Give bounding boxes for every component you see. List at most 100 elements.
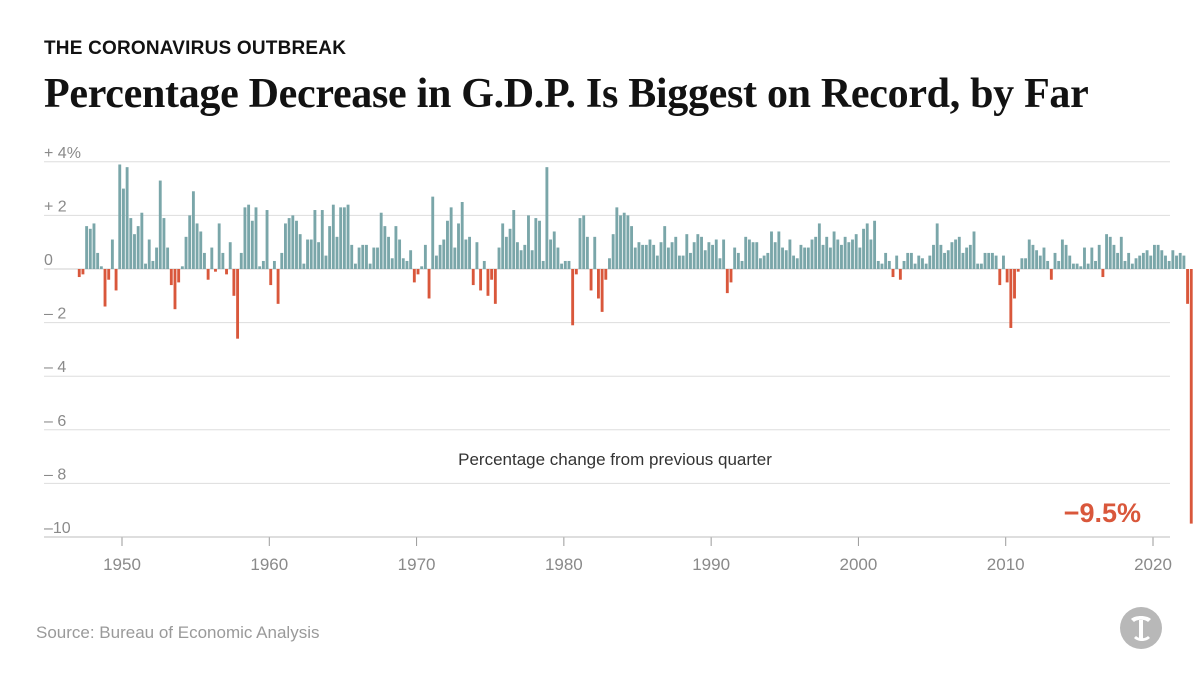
bar	[214, 269, 217, 272]
bar	[331, 204, 335, 269]
bar	[957, 236, 961, 269]
bar	[556, 247, 560, 269]
bar	[810, 239, 814, 269]
bar	[759, 258, 762, 269]
bar	[560, 263, 564, 269]
bar	[821, 244, 825, 269]
bar	[1079, 266, 1083, 269]
bar	[446, 220, 449, 269]
bar	[471, 269, 475, 286]
bar	[236, 269, 240, 339]
x-axis-labels: 1950 1960 1970 1980 1990 2000 2010 2020	[44, 536, 1172, 574]
x-tick-label: 2000	[840, 555, 878, 574]
bar	[979, 263, 983, 269]
bar	[832, 231, 836, 269]
bar	[99, 266, 103, 269]
bar	[416, 269, 420, 275]
x-tick-label: 1960	[250, 555, 288, 574]
bar	[567, 260, 571, 269]
bar	[225, 269, 228, 275]
bar	[1094, 260, 1097, 269]
bar	[122, 188, 125, 269]
bar	[1060, 239, 1064, 269]
bar	[342, 207, 346, 269]
bar	[1057, 260, 1061, 269]
bar	[357, 247, 361, 269]
bar	[1024, 258, 1027, 269]
bar	[943, 252, 946, 269]
bar	[103, 269, 107, 307]
bar	[449, 207, 453, 269]
bar	[383, 226, 387, 269]
bar	[990, 252, 994, 269]
bar	[1027, 239, 1031, 269]
x-tick-label: 1990	[692, 555, 730, 574]
bar	[365, 244, 368, 269]
bar	[681, 255, 685, 269]
bar	[1075, 263, 1079, 269]
bar	[177, 269, 181, 283]
bar	[328, 226, 332, 269]
bar	[1171, 250, 1175, 269]
bar	[453, 247, 457, 269]
bar	[136, 226, 140, 269]
bar	[784, 250, 788, 269]
bar	[302, 263, 306, 269]
chart: + 4% + 2 0 – 2 – 4 – 6 – 8 –10 1950 1960 1970 1980…	[44, 145, 1193, 574]
bar	[876, 260, 880, 269]
kicker: THE CORONAVIRUS OUTBREAK	[44, 38, 347, 59]
bar	[659, 242, 663, 269]
bar	[633, 247, 637, 269]
bar	[663, 226, 667, 269]
bar	[689, 252, 692, 269]
bar	[147, 239, 151, 269]
bar	[814, 236, 818, 269]
bar	[306, 239, 309, 269]
bar	[188, 215, 192, 269]
bar	[913, 263, 917, 269]
bar	[965, 247, 969, 269]
bar	[155, 247, 159, 269]
bar	[504, 236, 508, 269]
bar	[891, 269, 895, 278]
bar	[81, 269, 85, 275]
bar	[361, 244, 365, 269]
bar	[479, 269, 483, 291]
bar	[865, 223, 869, 269]
bar	[983, 252, 987, 269]
bar	[125, 167, 129, 269]
x-tick-label: 1970	[398, 555, 436, 574]
bar	[597, 269, 600, 299]
bar	[442, 239, 446, 269]
bar	[515, 242, 519, 269]
bar	[909, 252, 913, 269]
bar	[1038, 255, 1042, 269]
bar	[932, 244, 935, 269]
bar	[1108, 236, 1112, 269]
bar	[714, 239, 718, 269]
bar	[284, 223, 287, 269]
bar	[574, 269, 578, 275]
bar	[144, 263, 147, 269]
bar	[854, 234, 858, 269]
y-tick-label: – 4	[44, 359, 66, 376]
bar	[287, 218, 291, 269]
bar	[1153, 244, 1156, 269]
bar	[1071, 263, 1075, 269]
bar	[619, 215, 622, 269]
bar	[313, 210, 317, 269]
bar	[935, 223, 939, 269]
bar	[1097, 244, 1101, 269]
bar	[269, 269, 273, 286]
bar	[1035, 250, 1039, 269]
bar	[641, 244, 645, 269]
bar	[107, 269, 111, 280]
y-axis-labels: + 4% + 2 0 – 2 – 4 – 6 – 8 –10	[44, 145, 81, 537]
bar	[725, 269, 729, 294]
bar	[431, 196, 435, 269]
bar	[258, 266, 262, 269]
bar	[1186, 269, 1190, 304]
x-tick-label: 1950	[103, 555, 141, 574]
bar	[1002, 255, 1005, 269]
bar	[851, 239, 854, 269]
